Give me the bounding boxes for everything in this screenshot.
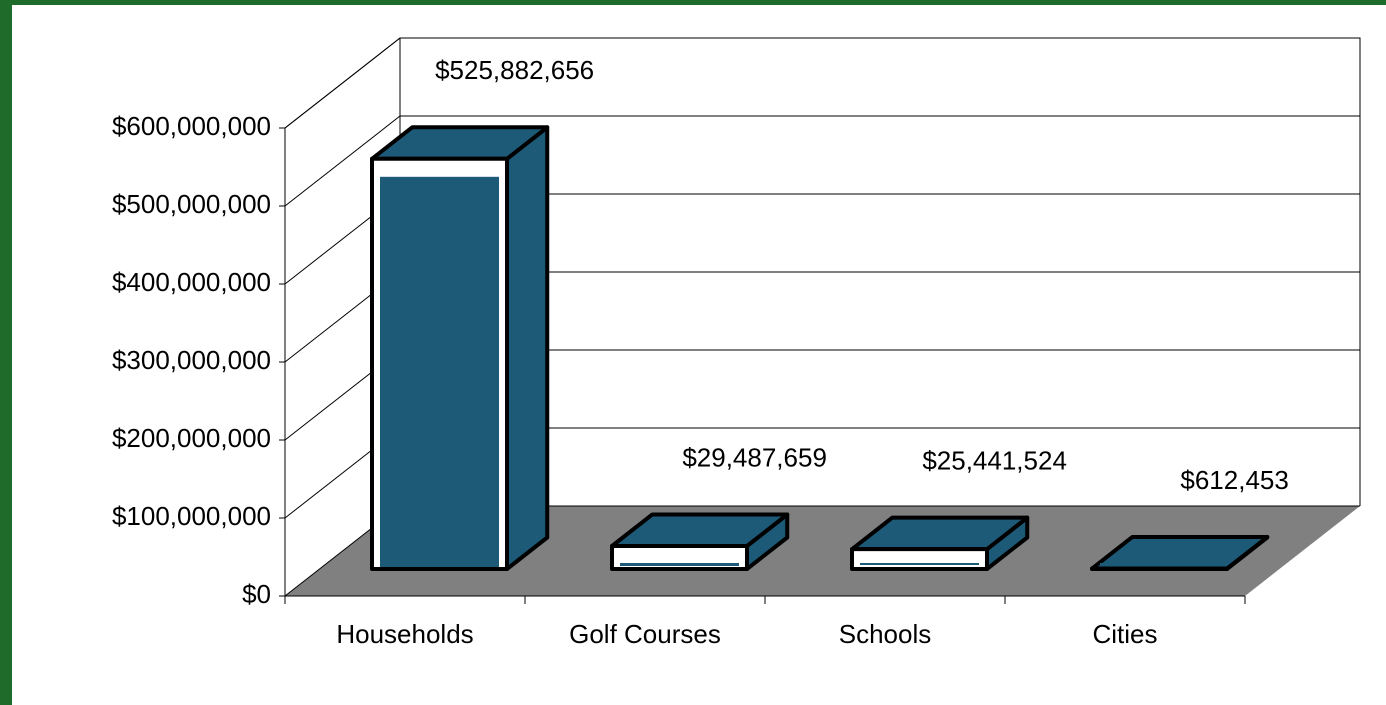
bar-picture	[1100, 563, 1219, 565]
y-tick-label: $200,000,000	[112, 423, 271, 453]
y-tick-label: $600,000,000	[112, 111, 271, 141]
bar-picture	[380, 176, 499, 567]
data-label: $29,487,659	[682, 442, 827, 472]
grid-line	[284, 37, 401, 129]
bar-picture	[620, 563, 739, 567]
bar	[850, 547, 989, 572]
bar-picture	[860, 563, 979, 565]
y-tick-label: $300,000,000	[112, 345, 271, 375]
x-tick-label: Golf Courses	[569, 619, 721, 649]
bar-side	[505, 125, 550, 571]
y-tick-label: $100,000,000	[112, 501, 271, 531]
x-tick-label: Households	[336, 619, 473, 649]
data-label: $525,882,656	[435, 55, 594, 85]
x-tick-label: Schools	[839, 619, 932, 649]
data-label: $25,441,524	[922, 446, 1067, 476]
grid-line	[284, 115, 401, 207]
floor	[285, 506, 1360, 596]
data-label: $612,453	[1180, 465, 1288, 495]
x-tick-label: Cities	[1092, 619, 1157, 649]
y-tick-label: $0	[242, 579, 271, 609]
y-tick-label: $500,000,000	[112, 189, 271, 219]
y-tick-label: $400,000,000	[112, 267, 271, 297]
